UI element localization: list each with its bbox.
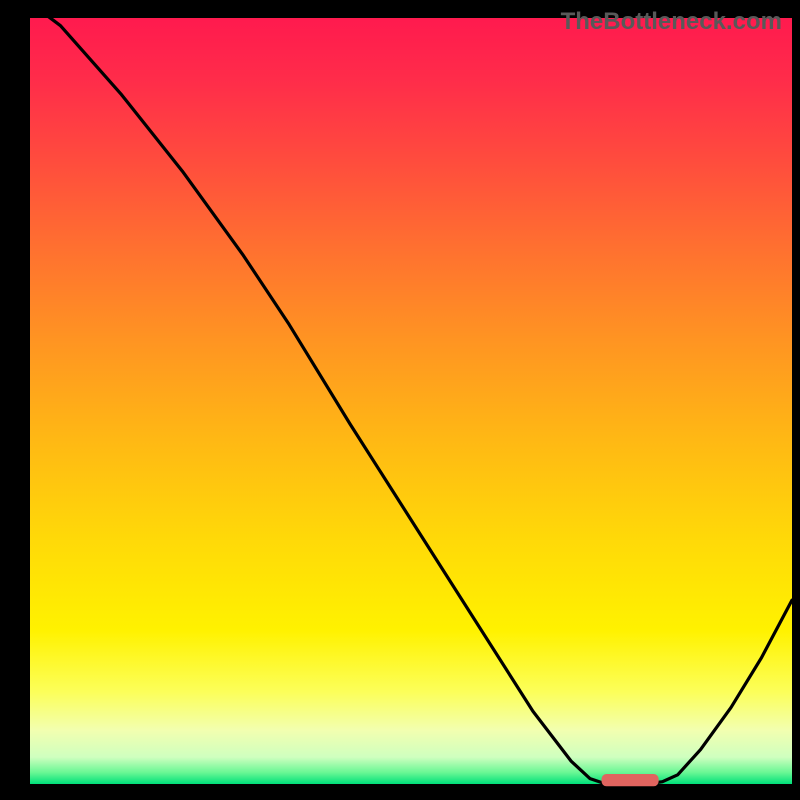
curve-layer — [30, 18, 792, 784]
bottleneck-curve — [30, 3, 792, 784]
chart-frame: TheBottleneck.com — [0, 0, 800, 800]
watermark-label: TheBottleneck.com — [561, 8, 782, 36]
plot-area: TheBottleneck.com — [30, 18, 792, 784]
trough-marker — [602, 774, 659, 786]
